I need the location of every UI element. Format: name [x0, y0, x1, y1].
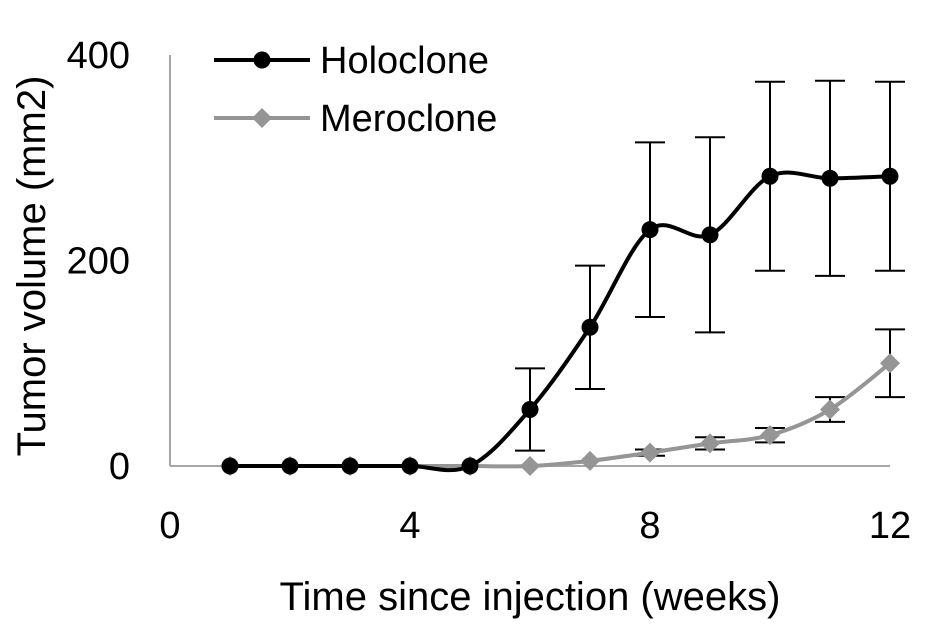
data-point: [520, 456, 540, 476]
data-point: [881, 167, 899, 185]
plot-area: [220, 79, 905, 476]
x-axis-label: Time since injection (weeks): [280, 575, 781, 619]
data-point: [580, 450, 600, 471]
legend-entry: Holoclone: [214, 40, 489, 82]
series-line: [230, 361, 892, 469]
data-point: [821, 169, 839, 187]
data-point: [281, 457, 299, 475]
data-point: [760, 425, 780, 446]
x-tick-label: 8: [639, 505, 660, 547]
y-tick-label: 400: [67, 35, 130, 77]
legend-marker: [253, 51, 271, 69]
data-point: [761, 167, 779, 185]
data-point: [641, 221, 659, 239]
tick-labels: 0 4 8 12 0 200 400: [67, 35, 912, 547]
legend-entry: Meroclone: [214, 98, 497, 140]
data-point: [341, 457, 359, 475]
x-tick-label: 4: [399, 505, 420, 547]
legend-label: Holoclone: [320, 40, 489, 82]
data-point: [700, 433, 720, 454]
data-point: [640, 442, 660, 463]
data-point: [461, 457, 479, 475]
x-tick-label: 0: [159, 505, 180, 547]
data-point: [221, 457, 239, 475]
legend-label: Meroclone: [320, 98, 497, 140]
series-line: [230, 170, 891, 473]
legend: Holoclone Meroclone: [214, 40, 497, 140]
x-tick-label: 12: [869, 505, 911, 547]
data-point: [401, 457, 419, 475]
data-point: [820, 399, 840, 420]
y-tick-label: 200: [67, 241, 130, 283]
data-point: [521, 400, 539, 418]
data-point: [581, 318, 599, 336]
y-tick-label: 0: [109, 446, 130, 488]
series-meroclone: [220, 328, 905, 476]
legend-marker: [252, 108, 272, 128]
data-point: [701, 226, 719, 244]
y-axis-label: Tumor volume (mm2): [10, 76, 54, 457]
data-point: [880, 353, 900, 374]
series-holoclone: [221, 79, 905, 475]
